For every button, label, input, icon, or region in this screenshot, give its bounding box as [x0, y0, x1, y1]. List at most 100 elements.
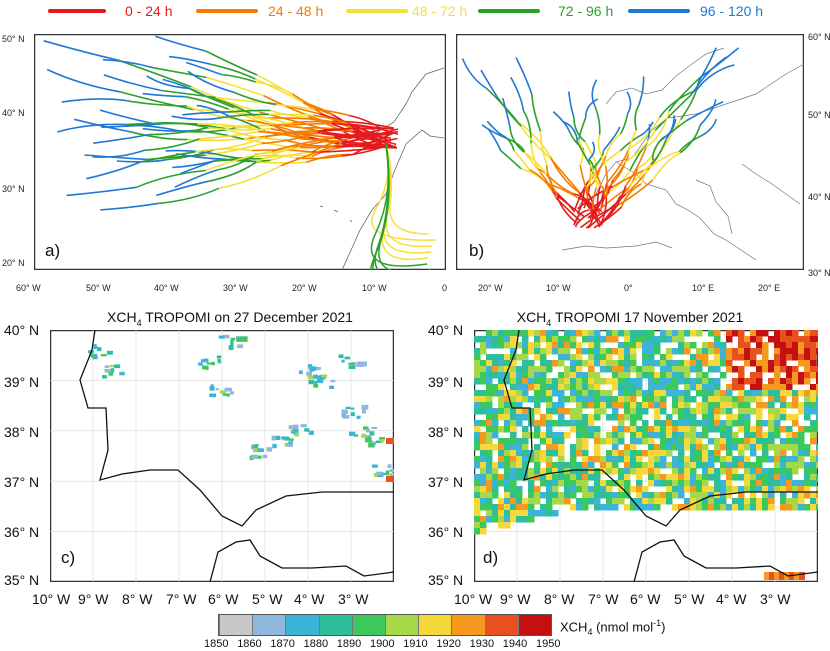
xch4-pixel	[726, 348, 733, 355]
legend-line-0-24	[48, 9, 106, 13]
trajectory-segment	[165, 149, 215, 155]
xch4-pixel	[786, 348, 793, 355]
xch4-pixel	[636, 330, 643, 337]
xch4-pixel	[486, 360, 493, 367]
xch4-pixel	[714, 402, 721, 409]
trajectory-segment	[652, 152, 681, 181]
trajectory-segment	[334, 133, 393, 139]
xch4-pixel	[216, 355, 222, 359]
xch4-pixel	[618, 486, 625, 493]
xch4-pixel	[720, 438, 727, 445]
xch4-pixel	[660, 438, 667, 445]
xch4-pixel	[702, 414, 709, 421]
xch4-pixel	[720, 498, 727, 505]
xch4-pixel	[779, 572, 785, 580]
xch4-pixel	[672, 378, 679, 385]
xch4-pixel	[618, 420, 625, 427]
xch4-pixel	[702, 384, 709, 391]
panel-b-xtick: 20° W	[478, 283, 503, 293]
trajectory-segment	[604, 133, 622, 157]
xch4-pixel	[666, 354, 673, 361]
xch4-pixel	[660, 426, 667, 433]
xch4-pixel	[546, 396, 553, 403]
panel-c-xtick: 4° W	[294, 591, 325, 607]
xch4-pixel	[756, 396, 763, 403]
legend-line-96-120	[628, 9, 690, 13]
xch4-pixel	[522, 426, 529, 433]
xch4-pixel	[684, 390, 691, 397]
xch4-pixel	[474, 456, 481, 463]
trajectory-segment	[220, 113, 269, 119]
xch4-pixel	[576, 450, 583, 457]
xch4-pixel	[552, 408, 559, 415]
xch4-pixel	[774, 336, 781, 343]
xch4-pixel	[474, 480, 481, 487]
panel-c-ytick: 38° N	[4, 424, 40, 440]
xch4-pixel	[552, 378, 559, 385]
xch4-pixel	[594, 432, 601, 439]
xch4-pixel	[726, 336, 733, 343]
grid-c	[50, 330, 394, 582]
xch4-pixel	[624, 390, 631, 397]
xch4-pixel	[624, 336, 631, 343]
xch4-pixel	[792, 450, 799, 457]
xch4-pixel	[666, 486, 673, 493]
xch4-pixel	[720, 504, 727, 511]
xch4-pixel	[606, 360, 613, 367]
xch4-pixel	[474, 390, 481, 397]
xch4-pixel	[636, 474, 643, 481]
xch4-pixel	[786, 444, 793, 451]
xch4-pixel	[570, 342, 577, 349]
xch4-pixel	[534, 384, 541, 391]
xch4-pixel	[666, 330, 673, 337]
xch4-pixel	[480, 522, 487, 529]
xch4-pixel	[732, 432, 739, 439]
xch4-pixel	[624, 402, 631, 409]
xch4-pixel	[738, 492, 745, 499]
xch4-pixel	[738, 366, 745, 373]
xch4-pixel	[798, 450, 805, 457]
xch4-pixel	[540, 372, 547, 379]
xch4-pixel	[498, 444, 505, 451]
xch4-pixel	[480, 450, 487, 457]
xch4-pixel	[696, 402, 703, 409]
xch4-pixel	[714, 468, 721, 475]
xch4-pixel	[678, 414, 685, 421]
xch4-pixel	[630, 360, 637, 367]
xch4-pixel	[720, 342, 727, 349]
xch4-pixel	[624, 462, 631, 469]
xch4-pixel	[810, 348, 817, 355]
xch4-pixel	[582, 378, 589, 385]
xch4-pixel	[534, 420, 541, 427]
xch4-pixel	[810, 504, 817, 511]
xch4-pixel	[756, 330, 763, 337]
xch4-pixel	[708, 426, 715, 433]
xch4-pixel	[540, 360, 547, 367]
xch4-pixel	[696, 480, 703, 487]
xch4-pixel	[389, 474, 394, 477]
xch4-pixel	[600, 486, 607, 493]
xch4-pixel	[299, 370, 303, 374]
xch4-pixel	[792, 342, 799, 349]
xch4-pixel	[522, 450, 529, 457]
xch4-pixel	[576, 348, 583, 355]
xch4-pixel	[798, 354, 805, 361]
xch4-pixel	[690, 378, 697, 385]
xch4-pixel	[624, 414, 631, 421]
xch4-pixel	[534, 468, 541, 475]
panel-b-ytick: 60° N	[808, 32, 830, 42]
xch4-pixel	[570, 480, 577, 487]
xch4-pixel	[720, 348, 727, 355]
xch4-pixel	[750, 384, 757, 391]
xch4-pixel	[624, 384, 631, 391]
xch4-pixel	[558, 480, 565, 487]
panel-a-ytick: 20° N	[2, 258, 25, 268]
xch4-pixel	[504, 522, 511, 529]
xch4-pixel	[474, 402, 481, 409]
xch4-pixel	[648, 372, 655, 379]
xch4-pixel	[816, 444, 818, 451]
xch4-pixel	[690, 450, 697, 457]
xch4-pixel	[756, 414, 763, 421]
trajectory-segment	[699, 47, 740, 79]
xch4-pixel	[810, 474, 817, 481]
